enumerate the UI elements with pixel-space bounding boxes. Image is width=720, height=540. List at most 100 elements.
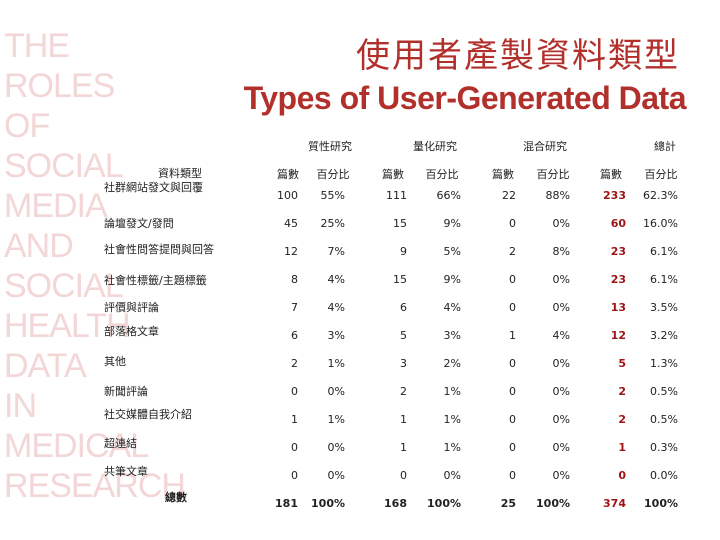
table-cell: 55%	[320, 189, 345, 202]
table-cell: 9	[400, 245, 407, 258]
table-cell: 5%	[443, 245, 461, 258]
table-cell: 66%	[436, 189, 461, 202]
table-cell: 2	[618, 413, 626, 426]
table-cell: 111	[386, 189, 407, 202]
table-cell: 1.3%	[650, 357, 678, 370]
table-cell: 1%	[327, 413, 345, 426]
table-cell: 1%	[327, 357, 345, 370]
table-cell: 3.2%	[650, 329, 678, 342]
background-title-line: SOCIAL	[4, 147, 124, 185]
table-cell: 5	[400, 329, 407, 342]
row-label: 新聞評論	[104, 385, 148, 398]
background-title-line: HEALTH	[4, 307, 131, 345]
column-sub-header: 篇數	[492, 168, 514, 181]
table-cell: 9%	[443, 273, 461, 286]
background-title-line: IN	[4, 387, 37, 425]
table-cell: 2%	[443, 357, 461, 370]
table-cell: 0.3%	[650, 441, 678, 454]
row-label: 社交媒體自我介紹	[104, 408, 192, 421]
column-sub-header: 百分比	[425, 168, 459, 181]
table-cell: 0%	[327, 385, 345, 398]
background-title-line: OF	[4, 107, 50, 145]
row-header-label: 資料類型	[158, 167, 202, 180]
total-cell: 100%	[311, 497, 345, 510]
table-cell: 88%	[545, 189, 570, 202]
row-label: 部落格文章	[104, 325, 159, 338]
table-cell: 23	[610, 273, 626, 286]
total-cell: 100%	[644, 497, 678, 510]
table-cell: 6	[400, 301, 407, 314]
table-cell: 0	[509, 357, 516, 370]
table-cell: 15	[393, 217, 407, 230]
background-title-line: ROLES	[4, 67, 115, 105]
table-cell: 3	[400, 357, 407, 370]
table-cell: 13	[610, 301, 626, 314]
table-cell: 6.1%	[650, 245, 678, 258]
column-sub-header: 篇數	[382, 168, 404, 181]
table-cell: 12	[284, 245, 298, 258]
table-cell: 0%	[327, 441, 345, 454]
table-cell: 1	[400, 413, 407, 426]
total-cell: 168	[384, 497, 407, 510]
column-sub-header: 百分比	[536, 168, 570, 181]
table-cell: 0	[509, 273, 516, 286]
table-cell: 2	[291, 357, 298, 370]
row-label: 社會性問答提問與回答	[104, 243, 214, 256]
table-cell: 0%	[552, 385, 570, 398]
table-cell: 1%	[443, 441, 461, 454]
table-cell: 2	[618, 385, 626, 398]
row-label: 評價與評論	[104, 301, 159, 314]
total-cell: 181	[275, 497, 298, 510]
table-cell: 4%	[443, 301, 461, 314]
background-title-line: THE	[4, 27, 70, 65]
table-cell: 0.5%	[650, 385, 678, 398]
column-sub-header: 篇數	[600, 168, 622, 181]
table-cell: 8%	[552, 245, 570, 258]
column-group-header: 量化研究	[413, 140, 457, 153]
table-cell: 0%	[552, 217, 570, 230]
background-title-line: MEDIA	[4, 187, 108, 225]
table-cell: 0	[509, 469, 516, 482]
table-cell: 0%	[443, 469, 461, 482]
table-cell: 0	[509, 441, 516, 454]
table-cell: 60	[610, 217, 626, 230]
table-cell: 0%	[552, 441, 570, 454]
table-cell: 1	[509, 329, 516, 342]
table-cell: 0.5%	[650, 413, 678, 426]
table-cell: 0	[291, 441, 298, 454]
table-cell: 45	[284, 217, 298, 230]
row-label: 超連結	[104, 437, 137, 450]
total-cell: 100%	[427, 497, 461, 510]
table-cell: 1	[291, 413, 298, 426]
table-cell: 0	[509, 301, 516, 314]
table-cell: 12	[610, 329, 626, 342]
table-cell: 8	[291, 273, 298, 286]
table-cell: 2	[400, 385, 407, 398]
table-cell: 3.5%	[650, 301, 678, 314]
background-title-line: DATA	[4, 347, 87, 385]
table-cell: 15	[393, 273, 407, 286]
column-sub-header: 百分比	[644, 168, 678, 181]
table-cell: 0%	[552, 469, 570, 482]
total-cell: 100%	[536, 497, 570, 510]
table-cell: 22	[502, 189, 516, 202]
row-label: 社群網站發文與回覆	[104, 181, 203, 194]
column-sub-header: 篇數	[277, 168, 299, 181]
table-cell: 0	[400, 469, 407, 482]
table-cell: 2	[509, 245, 516, 258]
table-cell: 4%	[327, 301, 345, 314]
table-cell: 4%	[552, 329, 570, 342]
column-group-header: 質性研究	[308, 140, 352, 153]
table-cell: 100	[277, 189, 298, 202]
table-cell: 6	[291, 329, 298, 342]
total-cell: 374	[603, 497, 626, 510]
row-label: 其他	[104, 355, 126, 368]
row-label: 論壇發文/發問	[104, 217, 174, 230]
slide-title-english: Types of User-Generated Data	[243, 80, 687, 116]
table-cell: 16.0%	[643, 217, 678, 230]
table-cell: 0	[509, 413, 516, 426]
table-cell: 3%	[327, 329, 345, 342]
table-cell: 233	[603, 189, 626, 202]
table-cell: 9%	[443, 217, 461, 230]
table-cell: 1	[400, 441, 407, 454]
